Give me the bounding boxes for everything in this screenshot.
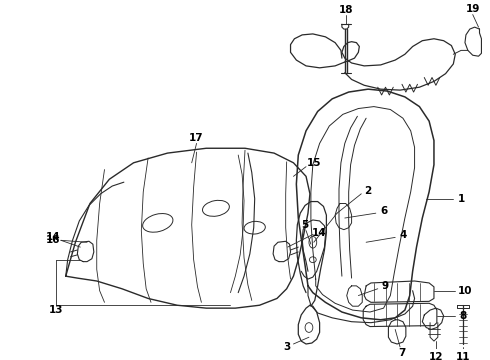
Text: 1: 1 bbox=[458, 194, 465, 204]
Text: 12: 12 bbox=[429, 352, 443, 360]
Text: 2: 2 bbox=[365, 186, 372, 196]
Text: 18: 18 bbox=[339, 5, 353, 15]
Text: 11: 11 bbox=[456, 352, 470, 360]
Text: 9: 9 bbox=[382, 281, 389, 291]
Text: 4: 4 bbox=[399, 230, 407, 240]
Text: 14: 14 bbox=[312, 228, 327, 238]
Text: 15: 15 bbox=[307, 158, 321, 168]
Text: 19: 19 bbox=[466, 4, 480, 14]
Text: 7: 7 bbox=[398, 348, 406, 358]
Text: 8: 8 bbox=[460, 311, 466, 321]
Text: 16: 16 bbox=[46, 235, 60, 245]
Text: 3: 3 bbox=[283, 342, 290, 352]
Text: 13: 13 bbox=[49, 305, 63, 315]
Text: 17: 17 bbox=[189, 132, 204, 143]
Text: 10: 10 bbox=[458, 286, 472, 296]
Text: 6: 6 bbox=[380, 206, 387, 216]
Text: 5: 5 bbox=[301, 220, 309, 230]
Text: 14: 14 bbox=[46, 233, 60, 242]
